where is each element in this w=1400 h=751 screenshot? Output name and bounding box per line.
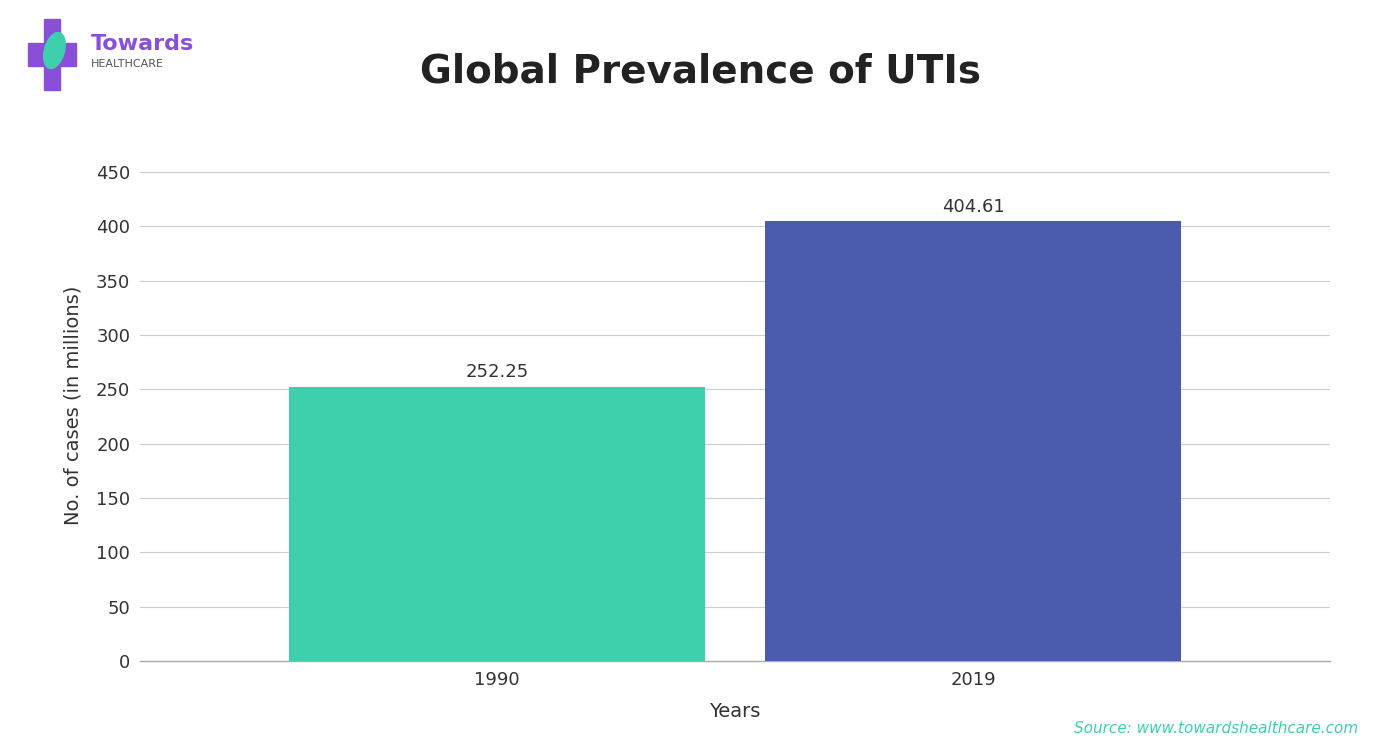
Text: Global Prevalence of UTIs: Global Prevalence of UTIs bbox=[420, 53, 980, 91]
Bar bbox=[43, 19, 60, 90]
Bar bbox=[764, 222, 1182, 661]
Y-axis label: No. of cases (in millions): No. of cases (in millions) bbox=[63, 286, 83, 525]
Text: HEALTHCARE: HEALTHCARE bbox=[91, 59, 164, 68]
Ellipse shape bbox=[43, 32, 66, 68]
Text: Source: www.towardshealthcare.com: Source: www.towardshealthcare.com bbox=[1074, 721, 1358, 736]
Text: 252.25: 252.25 bbox=[465, 363, 529, 382]
Bar bbox=[288, 387, 706, 661]
Bar bbox=[28, 43, 76, 66]
X-axis label: Years: Years bbox=[710, 702, 760, 722]
Text: Towards: Towards bbox=[91, 34, 195, 54]
Text: 404.61: 404.61 bbox=[942, 198, 1004, 216]
